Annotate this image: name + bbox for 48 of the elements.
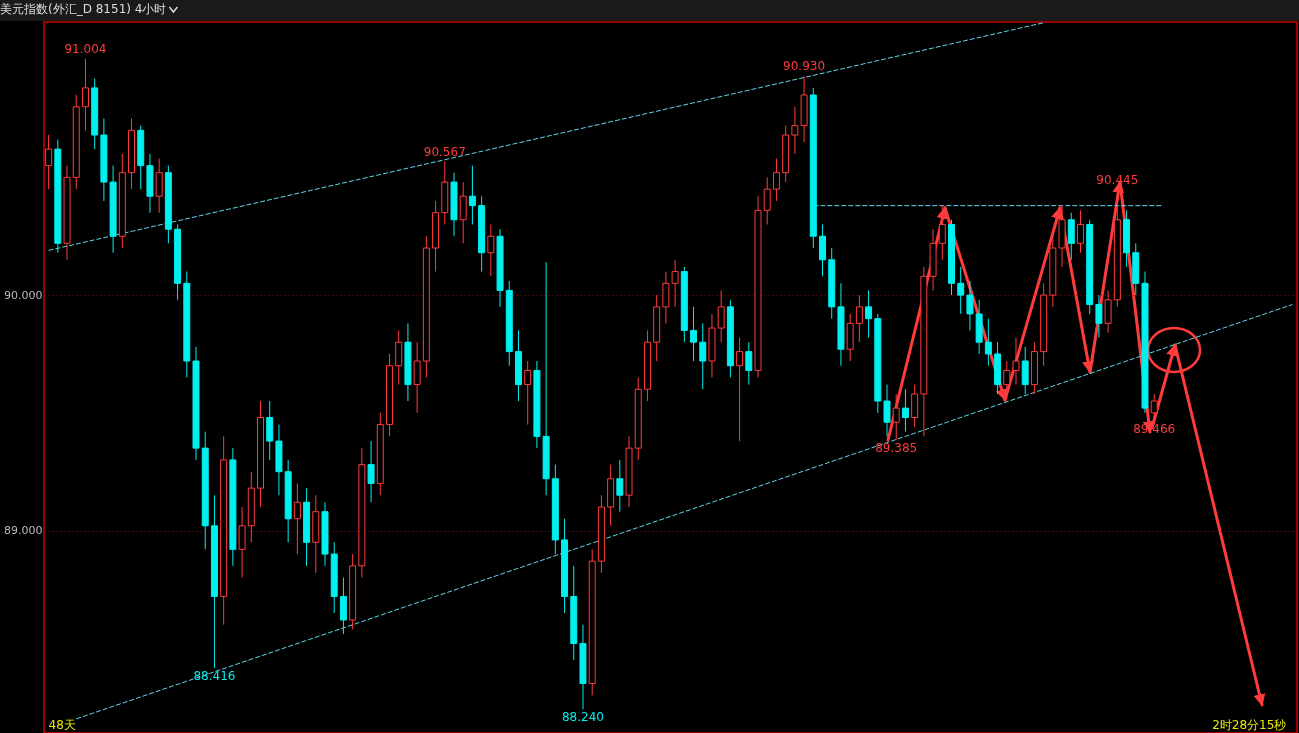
candlestick (819, 223, 827, 277)
candlestick (736, 336, 744, 442)
candlestick (855, 294, 863, 343)
candlestick (745, 341, 753, 386)
chart-title: 美元指数(外汇_D 8151) 4小时 (0, 2, 167, 16)
candlestick (155, 158, 163, 214)
candlestick (524, 360, 532, 426)
annotation: 88.240 (561, 710, 604, 725)
annotation: 90.567 (423, 144, 466, 159)
annotation: 48天 (48, 718, 76, 732)
candlestick (901, 388, 909, 433)
candlestick (1021, 346, 1029, 395)
candlestick (487, 223, 495, 277)
candlestick (413, 341, 421, 414)
candlestick (763, 176, 771, 225)
annotation: 91.004 (64, 41, 107, 56)
candlestick (865, 289, 873, 338)
candlestick (468, 165, 476, 225)
candlestick (45, 134, 53, 190)
candlestick (616, 459, 624, 513)
candlestick (1012, 336, 1020, 386)
candlestick (293, 482, 301, 555)
candlestick (1095, 294, 1103, 338)
candlestick (339, 577, 347, 635)
candlestick (717, 289, 725, 343)
annotation: 90.445 (1096, 173, 1139, 188)
annotation: 2时28分15秒 (1212, 718, 1287, 732)
candlestick (690, 306, 698, 362)
y-tick-label: 89.000 (4, 524, 43, 538)
candlestick (883, 384, 891, 437)
candlestick (772, 158, 780, 202)
candlestick (957, 266, 965, 315)
candlestick (911, 384, 919, 428)
annotation: 90.930 (783, 59, 826, 74)
candlestick (238, 506, 246, 579)
candlestick (367, 440, 375, 503)
y-tick-label: 90.000 (4, 288, 43, 302)
candlestick (1104, 289, 1112, 334)
candlestick (1076, 209, 1084, 254)
annotation: 88.416 (193, 669, 236, 684)
candlestick (81, 58, 89, 131)
candlestick (459, 181, 467, 244)
candlestick (699, 322, 707, 390)
candlestick (1067, 212, 1075, 261)
candlestick (266, 400, 274, 461)
candlestick (395, 329, 403, 386)
annotation: 89.385 (875, 440, 918, 455)
candlestick (984, 318, 992, 367)
